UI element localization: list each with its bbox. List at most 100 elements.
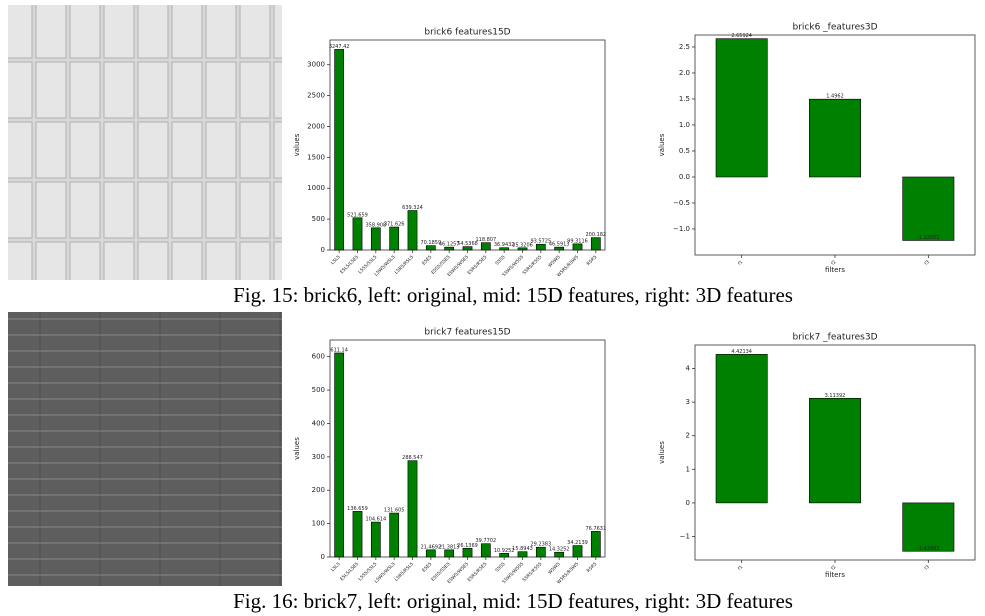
y-tick-label: 3000 <box>307 61 325 69</box>
bar <box>407 460 418 558</box>
bar <box>715 354 768 504</box>
data-label: 15.8943 <box>512 546 533 552</box>
data-label: 1.4962 <box>826 94 844 100</box>
data-label: 521.659 <box>347 212 368 218</box>
bar <box>809 98 861 178</box>
bar <box>902 502 955 552</box>
y-tick-label: 300 <box>312 453 325 461</box>
data-label: 70.1859 <box>420 240 441 246</box>
data-label: 46.1257 <box>439 242 460 248</box>
data-label: 3247.42 <box>329 44 350 50</box>
bar <box>572 545 583 558</box>
y-tick-label: 2500 <box>307 92 325 100</box>
x-tick-label: E5R5/R5E5 <box>466 561 488 583</box>
y-tick-label: 500 <box>312 215 325 223</box>
x-tick-label: E5L5/L5E5 <box>339 254 360 275</box>
bar <box>572 243 583 251</box>
data-label: 358.908 <box>365 222 386 228</box>
x-tick-label: S5R5/R5S5 <box>521 254 543 276</box>
bar <box>809 397 861 504</box>
y-tick-label: 2 <box>686 432 690 440</box>
data-label: -1.43961 <box>917 546 939 552</box>
y-tick-label: −1 <box>680 532 690 540</box>
bar <box>425 549 436 558</box>
y-tick-label: 1.5 <box>679 95 690 103</box>
bar <box>590 531 601 558</box>
y-tick-label: 1500 <box>307 153 325 161</box>
y-axis-label: values <box>293 133 301 156</box>
bar <box>499 553 510 558</box>
x-tick-label: S5R5/R5S5 <box>521 561 543 583</box>
y-tick-label: 3 <box>686 398 690 406</box>
bar <box>352 217 363 251</box>
x-tick-label: L5R5/R5L5 <box>394 561 415 582</box>
bar <box>590 237 601 251</box>
data-label: 93.5725 <box>530 239 551 245</box>
x-tick-label: E5E5 <box>421 254 433 266</box>
data-label: 46.5913 <box>549 242 570 248</box>
x-tick-label: E5E5 <box>421 561 433 573</box>
x-tick-label: E5L5/L5E5 <box>339 561 360 582</box>
data-label: 39.7702 <box>475 538 496 544</box>
y-tick-label: 4 <box>686 365 691 373</box>
data-label: 288.547 <box>402 455 423 461</box>
y-tick-label: 400 <box>312 419 325 427</box>
bar <box>370 227 381 251</box>
y-tick-label: 0 <box>321 553 325 561</box>
bar <box>715 38 768 178</box>
bar <box>407 210 418 251</box>
y-axis-label: values <box>293 437 301 460</box>
data-label: 21.3813 <box>439 544 460 550</box>
x-tick-label: L5L5 <box>330 561 342 573</box>
x-tick-label: f3 <box>923 259 930 266</box>
data-label: 4.42134 <box>731 349 752 355</box>
bar <box>389 512 400 558</box>
x-tick-label: W5W5 <box>547 561 562 576</box>
data-label: -1.22051 <box>917 235 939 241</box>
y-tick-label: 0 <box>321 246 325 254</box>
data-label: 14.3252 <box>549 547 570 553</box>
bar <box>352 511 363 558</box>
bar <box>334 49 345 251</box>
y-tick-label: −1.0 <box>673 225 690 233</box>
y-axis-label: values <box>658 441 666 464</box>
texture-image <box>8 5 282 280</box>
x-tick-label: L5R5/R5L5 <box>394 254 415 275</box>
bar <box>902 176 955 241</box>
y-tick-label: 500 <box>312 386 325 394</box>
x-tick-label: S5S5 <box>494 561 506 573</box>
bar <box>370 521 381 558</box>
bar <box>535 243 546 251</box>
data-label: 34.2139 <box>567 540 588 546</box>
data-label: 26.1369 <box>457 543 478 549</box>
x-axis-label: filters <box>825 266 845 274</box>
data-label: 200.182 <box>585 232 606 238</box>
data-label: 131.605 <box>384 508 405 514</box>
bar <box>554 551 565 558</box>
y-tick-label: 0.5 <box>679 147 690 155</box>
y-tick-label: 2000 <box>307 122 325 130</box>
chart-title: brick7 features15D <box>424 328 510 338</box>
data-label: 21.4692 <box>420 544 441 550</box>
x-tick-label: f1 <box>737 259 744 266</box>
x-tick-label: R5R5 <box>586 254 599 267</box>
x-tick-label: f3 <box>923 564 930 571</box>
y-tick-label: 1 <box>686 465 690 473</box>
y-tick-label: 1000 <box>307 184 325 192</box>
x-tick-label: W5W5 <box>547 254 562 269</box>
y-tick-label: 600 <box>312 353 325 361</box>
data-label: 3.11392 <box>825 393 846 399</box>
chart-title: brick6 _features3D <box>793 23 878 33</box>
texture-image <box>8 312 282 586</box>
y-tick-label: 1.0 <box>679 121 690 129</box>
data-label: 639.324 <box>402 205 423 211</box>
y-tick-label: −0.5 <box>673 199 690 207</box>
bar <box>425 245 436 251</box>
bar <box>480 242 491 251</box>
y-tick-label: 100 <box>312 520 325 528</box>
x-tick-label: L5L5 <box>330 254 342 266</box>
x-tick-label: S5S5 <box>494 254 506 266</box>
x-tick-label: f2 <box>830 564 837 571</box>
caption: Fig. 15: brick6, left: original, mid: 15… <box>233 283 793 307</box>
